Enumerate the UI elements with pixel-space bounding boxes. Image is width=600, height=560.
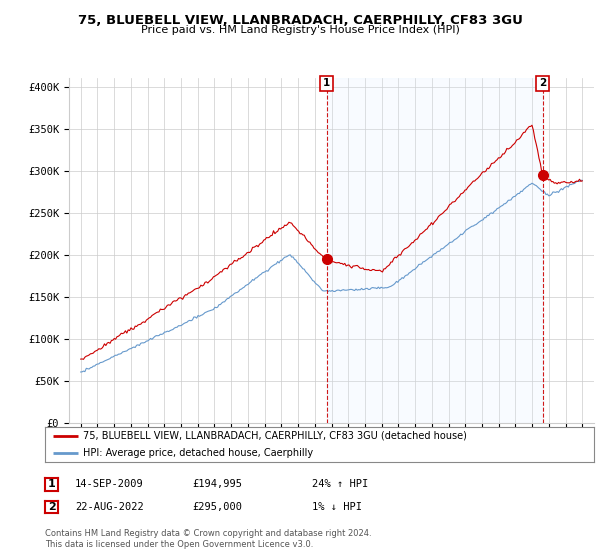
Text: 22-AUG-2022: 22-AUG-2022 bbox=[75, 502, 144, 512]
Bar bbox=[326, 78, 542, 423]
Text: 2: 2 bbox=[48, 502, 55, 512]
Text: Price paid vs. HM Land Registry's House Price Index (HPI): Price paid vs. HM Land Registry's House … bbox=[140, 25, 460, 35]
Text: 14-SEP-2009: 14-SEP-2009 bbox=[75, 479, 144, 489]
Text: 1% ↓ HPI: 1% ↓ HPI bbox=[312, 502, 362, 512]
Text: £194,995: £194,995 bbox=[192, 479, 242, 489]
Text: Contains HM Land Registry data © Crown copyright and database right 2024.
This d: Contains HM Land Registry data © Crown c… bbox=[45, 529, 371, 549]
Text: 75, BLUEBELL VIEW, LLANBRADACH, CAERPHILLY, CF83 3GU: 75, BLUEBELL VIEW, LLANBRADACH, CAERPHIL… bbox=[77, 14, 523, 27]
Text: 1: 1 bbox=[48, 479, 55, 489]
Text: HPI: Average price, detached house, Caerphilly: HPI: Average price, detached house, Caer… bbox=[83, 448, 314, 458]
Text: 1: 1 bbox=[323, 78, 330, 88]
Text: 24% ↑ HPI: 24% ↑ HPI bbox=[312, 479, 368, 489]
Text: 2: 2 bbox=[539, 78, 546, 88]
Text: £295,000: £295,000 bbox=[192, 502, 242, 512]
Text: 75, BLUEBELL VIEW, LLANBRADACH, CAERPHILLY, CF83 3GU (detached house): 75, BLUEBELL VIEW, LLANBRADACH, CAERPHIL… bbox=[83, 431, 467, 441]
